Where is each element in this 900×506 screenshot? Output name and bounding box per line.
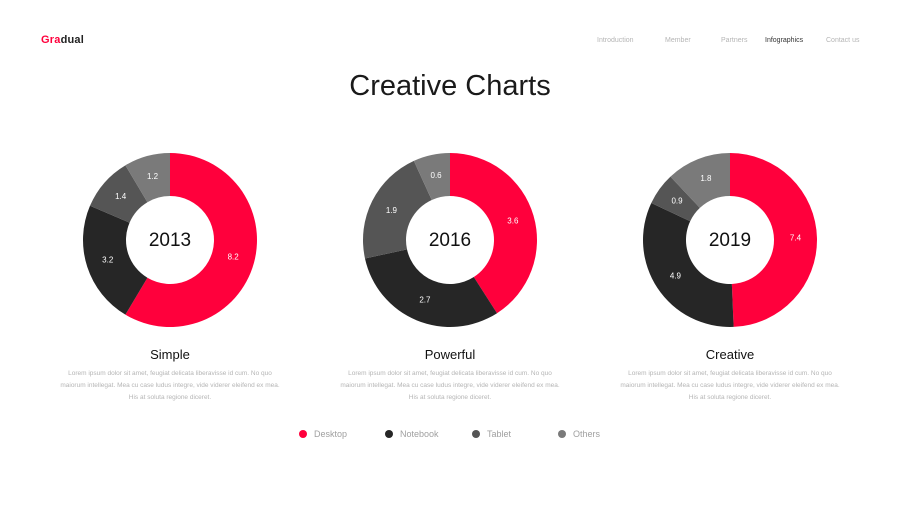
- slice-value-label: 1.9: [386, 206, 398, 215]
- panel-desc-1: Lorem ipsum dolor sit amet, feugiat deli…: [60, 370, 280, 401]
- slice-value-label: 3.2: [102, 255, 114, 264]
- legend-label-tablet: Tablet: [487, 429, 512, 439]
- donut-slice-notebook: [643, 202, 734, 327]
- legend-label-desktop: Desktop: [314, 429, 348, 439]
- chart-legend: Desktop Notebook Tablet Others: [0, 429, 900, 443]
- legend-swatch-desktop: [299, 430, 307, 438]
- donut-slice-tablet: [363, 160, 432, 259]
- chart-panel-1: 8.2 3.2 1.4 1.2 2013 Simple Lorem ipsum dolo…: [40, 150, 300, 401]
- nav-item-infographics[interactable]: Infographics: [765, 37, 804, 44]
- slice-value-label: 2.7: [419, 296, 431, 305]
- donut-slice-notebook: [82, 205, 148, 315]
- donut-slice-tablet: [90, 165, 148, 223]
- legend-label-notebook: Notebook: [400, 429, 439, 439]
- page-title: Creative Charts: [349, 70, 551, 102]
- donut-slice-desktop: [730, 153, 817, 327]
- slice-value-label: 0.9: [671, 197, 683, 206]
- donut-chart-1: 8.2 3.2 1.4 1.2 2013: [82, 153, 257, 327]
- panel-desc-3: Lorem ipsum dolor sit amet, feugiat deli…: [620, 370, 840, 401]
- donut-slice-others: [125, 153, 170, 203]
- donut-slice-tablet: [651, 176, 700, 222]
- legend-item-others: Others: [558, 429, 600, 439]
- legend-swatch-others: [558, 430, 566, 438]
- slice-value-label: 1.4: [115, 192, 127, 201]
- legend-item-notebook: Notebook: [385, 429, 439, 439]
- brand-logo[interactable]: Gradual: [41, 34, 84, 46]
- top-nav: Introduction Member Partners Infographic…: [0, 37, 900, 49]
- panel-title-1: Simple: [150, 347, 190, 362]
- slice-value-label: 1.8: [700, 174, 712, 183]
- slice-value-label: 1.2: [147, 172, 159, 181]
- brand-logo-part2: dual: [60, 34, 84, 46]
- slice-value-label: 3.6: [507, 217, 519, 226]
- slice-value-label: 8.2: [228, 253, 240, 262]
- panel-desc-2: Lorem ipsum dolor sit amet, feugiat deli…: [340, 370, 560, 401]
- legend-label-others: Others: [573, 429, 601, 439]
- panel-title-3: Creative: [705, 347, 755, 362]
- donut-slice-desktop: [125, 153, 257, 327]
- donut-slice-notebook: [364, 249, 498, 327]
- chart-panel-2: 3.6 2.7 1.9 0.6 2016 Powerful Lorem ipsum do…: [320, 150, 580, 401]
- donut-chart-3: 7.4 4.9 0.9 1.8 2019: [643, 153, 817, 327]
- donut-slice-others: [670, 153, 730, 208]
- legend-swatch-tablet: [472, 430, 480, 438]
- legend-swatch-notebook: [385, 430, 393, 438]
- slice-value-label: 7.4: [790, 234, 802, 243]
- slice-value-label: 0.6: [431, 171, 443, 180]
- legend-item-tablet: Tablet: [472, 429, 511, 439]
- donut-chart-2: 3.6 2.7 1.9 0.6 2016: [363, 153, 537, 327]
- slice-value-label: 4.9: [670, 271, 682, 280]
- nav-item-member[interactable]: Member: [665, 37, 691, 44]
- donut-center-year: 2016: [429, 230, 471, 251]
- donut-slice-desktop: [450, 153, 537, 314]
- chart-panel-3: 7.4 4.9 0.9 1.8 2019 Creative Lorem ipsum do…: [600, 150, 860, 401]
- legend-item-desktop: Desktop: [299, 429, 347, 439]
- nav-item-partners[interactable]: Partners: [721, 37, 748, 44]
- nav-item-contact-us[interactable]: Contact us: [826, 37, 860, 44]
- donut-center-year: 2019: [709, 230, 751, 251]
- panel-title-2: Powerful: [424, 347, 476, 362]
- nav-item-introduction[interactable]: Introduction: [597, 37, 634, 44]
- brand-logo-part1: Gra: [41, 34, 61, 46]
- donut-slice-others: [413, 153, 450, 200]
- donut-center-year: 2013: [149, 230, 191, 251]
